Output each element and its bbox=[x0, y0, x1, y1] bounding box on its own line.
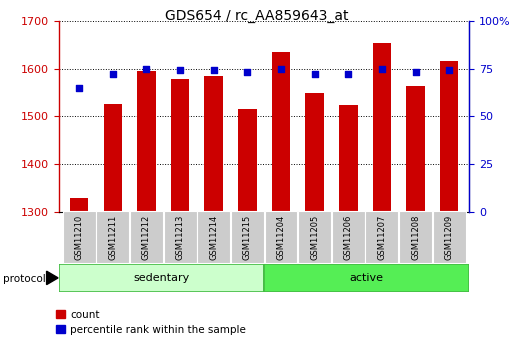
Text: GSM11207: GSM11207 bbox=[378, 215, 386, 260]
Text: GSM11214: GSM11214 bbox=[209, 215, 218, 260]
Point bbox=[210, 68, 218, 73]
Text: GSM11212: GSM11212 bbox=[142, 215, 151, 260]
Bar bbox=[298, 211, 331, 263]
Bar bbox=[440, 61, 459, 212]
Bar bbox=[96, 211, 129, 263]
Bar bbox=[272, 52, 290, 212]
Bar bbox=[70, 198, 88, 212]
Bar bbox=[104, 105, 122, 212]
Bar bbox=[231, 211, 264, 263]
Bar bbox=[164, 211, 196, 263]
Point bbox=[411, 70, 420, 75]
Point bbox=[176, 68, 184, 73]
Point bbox=[344, 71, 352, 77]
Legend: count, percentile rank within the sample: count, percentile rank within the sample bbox=[51, 305, 250, 339]
Bar bbox=[238, 109, 256, 212]
Point bbox=[277, 66, 285, 71]
Text: GDS654 / rc_AA859643_at: GDS654 / rc_AA859643_at bbox=[165, 9, 348, 23]
Text: GSM11205: GSM11205 bbox=[310, 215, 319, 260]
Text: sedentary: sedentary bbox=[133, 273, 190, 283]
Bar bbox=[433, 211, 466, 263]
Point bbox=[445, 68, 453, 73]
Text: active: active bbox=[350, 273, 384, 283]
Point bbox=[142, 66, 150, 71]
Bar bbox=[59, 264, 264, 292]
Text: GSM11204: GSM11204 bbox=[277, 215, 286, 260]
Bar bbox=[264, 264, 469, 292]
Bar bbox=[332, 211, 365, 263]
Bar bbox=[399, 211, 432, 263]
Text: GSM11213: GSM11213 bbox=[175, 215, 185, 260]
Bar bbox=[205, 76, 223, 212]
Text: GSM11210: GSM11210 bbox=[75, 215, 84, 260]
Bar bbox=[365, 211, 399, 263]
Bar bbox=[137, 71, 156, 212]
Text: GSM11211: GSM11211 bbox=[108, 215, 117, 260]
Bar bbox=[406, 86, 425, 212]
Text: GSM11209: GSM11209 bbox=[445, 215, 453, 260]
Point bbox=[75, 85, 83, 90]
Text: GSM11206: GSM11206 bbox=[344, 215, 353, 260]
Bar bbox=[265, 211, 298, 263]
Bar bbox=[63, 211, 95, 263]
Point bbox=[378, 66, 386, 71]
Bar bbox=[171, 79, 189, 212]
Polygon shape bbox=[47, 271, 58, 285]
Text: GSM11208: GSM11208 bbox=[411, 215, 420, 260]
Bar bbox=[372, 43, 391, 212]
Bar bbox=[130, 211, 163, 263]
Bar bbox=[305, 93, 324, 212]
Bar bbox=[198, 211, 230, 263]
Text: GSM11215: GSM11215 bbox=[243, 215, 252, 260]
Point bbox=[243, 70, 251, 75]
Point bbox=[310, 71, 319, 77]
Text: protocol: protocol bbox=[3, 274, 45, 284]
Point bbox=[109, 71, 117, 77]
Bar bbox=[339, 105, 358, 212]
